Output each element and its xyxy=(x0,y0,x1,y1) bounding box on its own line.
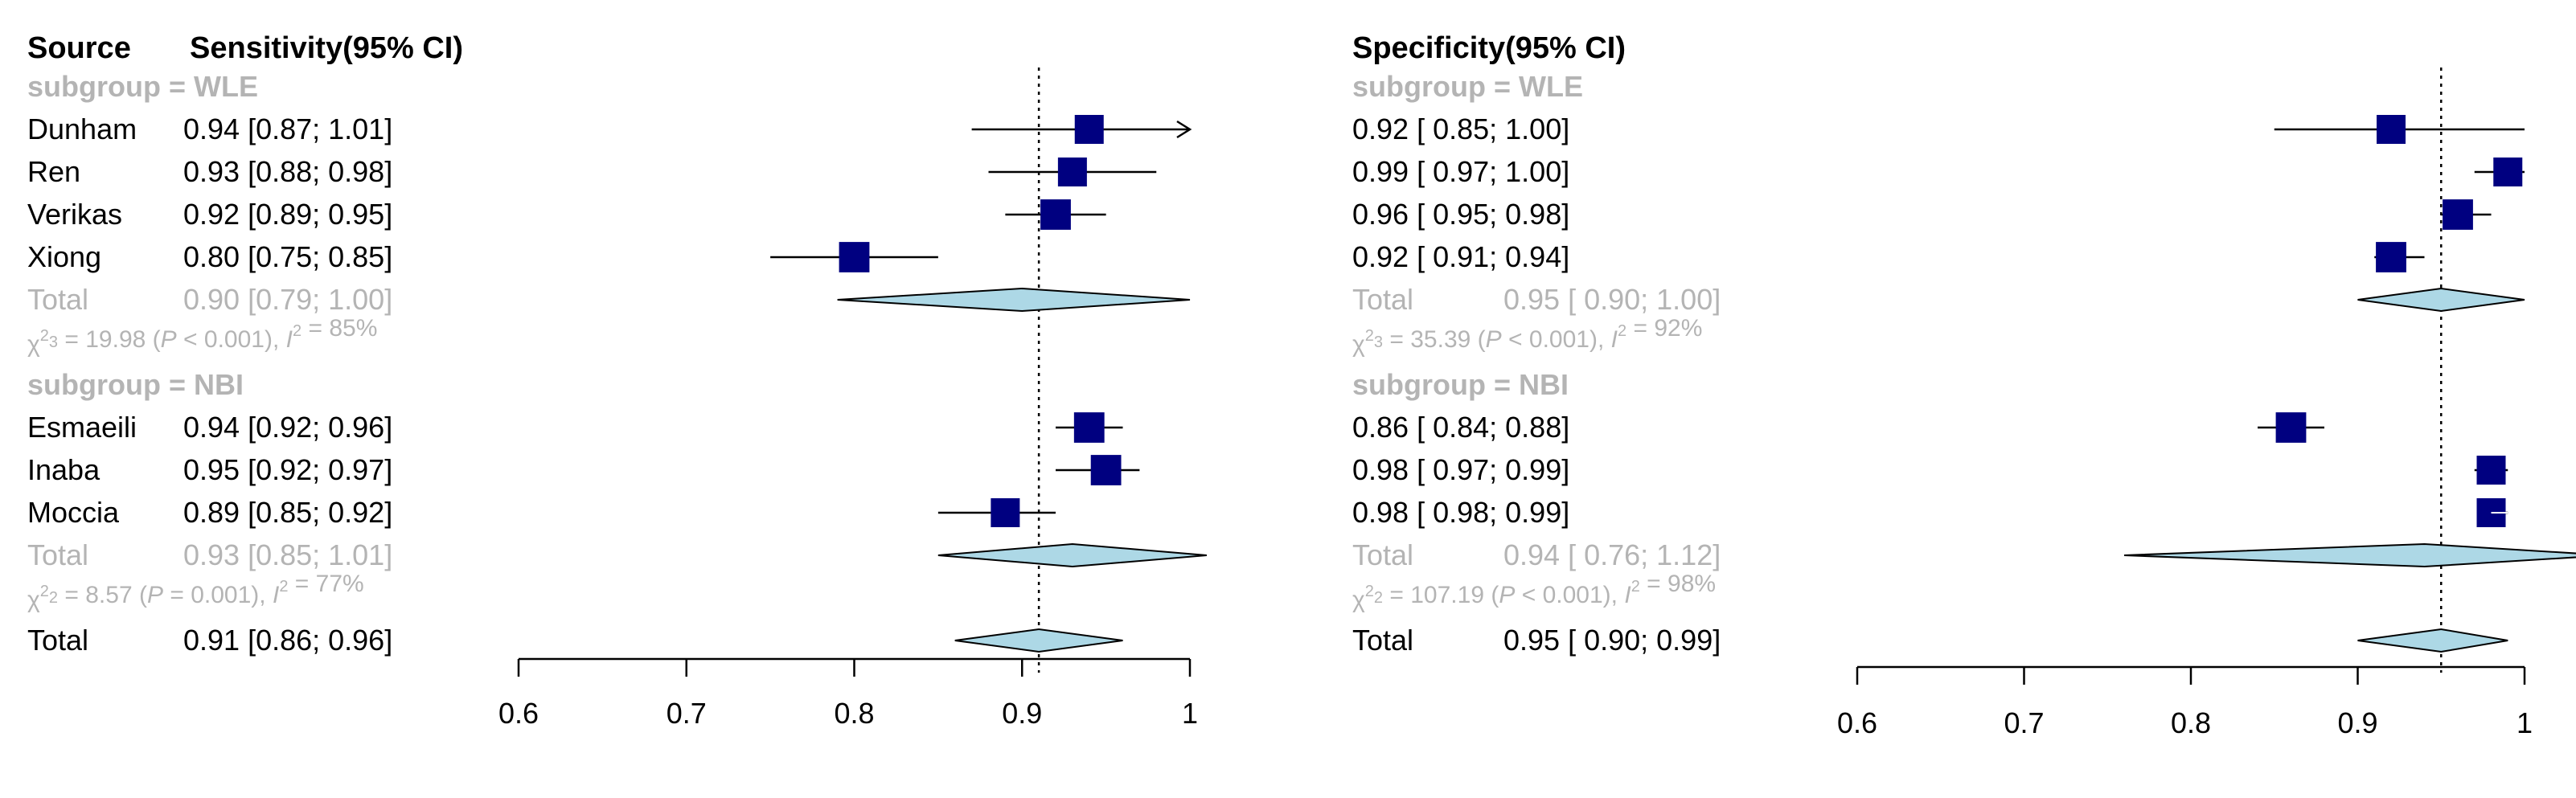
study-estimate-square xyxy=(2376,242,2406,272)
x-axis-tick-label: 1 xyxy=(1182,697,1198,730)
study-estimate-square xyxy=(2476,456,2506,485)
study-ci-text: 0.86 [ 0.84; 0.88] xyxy=(1352,411,1569,444)
overall-ci-text: 0.95 [ 0.90; 0.99] xyxy=(1503,624,1721,657)
x-axis-tick-label: 0.9 xyxy=(1002,697,1042,730)
source-column-header: Source xyxy=(27,31,131,65)
study-estimate-square xyxy=(1040,199,1071,230)
study-estimate-square xyxy=(2377,115,2406,144)
study-ci-text: 0.89 [0.85; 0.92] xyxy=(183,496,392,529)
subgroup-label: subgroup = NBI xyxy=(1352,368,1569,401)
study-ci-text: 0.94 [0.92; 0.96] xyxy=(183,411,392,444)
x-axis-tick-label: 0.7 xyxy=(667,697,707,730)
study-source: Esmaeili xyxy=(27,411,137,444)
study-ci-text: 0.92 [ 0.85; 1.00] xyxy=(1352,113,1569,145)
x-axis-tick-label: 0.8 xyxy=(834,697,874,730)
study-estimate-square xyxy=(1090,455,1122,485)
subtotal-ci-text: 0.94 [ 0.76; 1.12] xyxy=(1503,538,1721,571)
subtotal-diamond xyxy=(837,287,1191,313)
subtotal-diamond xyxy=(2357,287,2525,313)
study-estimate-square xyxy=(2493,158,2523,186)
heterogeneity-stat: χ22 = 107.19 (P < 0.001), I2 = 98% xyxy=(1352,571,1716,613)
study-estimate-square xyxy=(2275,412,2307,443)
subtotal-label: Total xyxy=(1352,538,1413,571)
overall-ci-text: 0.91 [0.86; 0.96] xyxy=(183,624,392,657)
study-ci-text: 0.95 [0.92; 0.97] xyxy=(183,453,392,486)
study-ci-text: 0.94 [0.87; 1.01] xyxy=(183,113,392,145)
subgroup-label: subgroup = WLE xyxy=(27,70,258,103)
subtotal-label: Total xyxy=(27,283,88,316)
subtotal-ci-text: 0.93 [0.85; 1.01] xyxy=(183,538,392,571)
heterogeneity-stat: χ23 = 19.98 (P < 0.001), I2 = 85% xyxy=(27,315,377,358)
overall-diamond xyxy=(2357,628,2508,653)
study-ci-text: 0.92 [0.89; 0.95] xyxy=(183,198,392,231)
sensitivity-forest-panel: Source Sensitivity(95% CI) subgroup = WLE D… xyxy=(27,31,1207,730)
study-ci-text: 0.93 [0.88; 0.98] xyxy=(183,155,392,188)
x-axis-tick-label: 0.6 xyxy=(498,697,539,730)
study-estimate-square xyxy=(839,242,870,272)
x-axis-tick-label: 1 xyxy=(2517,706,2533,739)
study-source: Xiong xyxy=(27,240,101,273)
study-source: Dunham xyxy=(27,113,137,145)
subtotal-diamond xyxy=(937,542,1207,568)
study-ci-text: 0.92 [ 0.91; 0.94] xyxy=(1352,240,1569,273)
x-axis-tick-label: 0.7 xyxy=(2004,706,2044,739)
study-ci-text: 0.96 [ 0.95; 0.98] xyxy=(1352,198,1569,231)
heterogeneity-stat: χ22 = 8.57 (P = 0.001), I2 = 77% xyxy=(27,571,364,613)
subtotal-label: Total xyxy=(1352,283,1413,316)
overall-diamond xyxy=(954,628,1123,653)
subtotal-ci-text: 0.95 [ 0.90; 1.00] xyxy=(1503,283,1721,316)
ci-arrow xyxy=(1176,120,1192,139)
study-source: Verikas xyxy=(27,198,122,231)
x-axis-tick-label: 0.8 xyxy=(2171,706,2211,739)
subtotal-diamond xyxy=(2123,542,2576,568)
study-ci-text: 0.98 [ 0.98; 0.99] xyxy=(1352,496,1569,529)
study-estimate-square xyxy=(2443,199,2473,230)
study-estimate-square xyxy=(1057,158,1087,186)
heterogeneity-stat: χ23 = 35.39 (P < 0.001), I2 = 92% xyxy=(1352,315,1702,358)
subgroup-label: subgroup = WLE xyxy=(1352,70,1583,103)
study-source: Moccia xyxy=(27,496,120,529)
ci-column-header: Specificity(95% CI) xyxy=(1352,31,1626,65)
overall-label: Total xyxy=(1352,624,1413,657)
study-source: Ren xyxy=(27,155,80,188)
study-estimate-square xyxy=(1074,115,1104,144)
study-ci-text: 0.80 [0.75; 0.85] xyxy=(183,240,392,273)
specificity-forest-panel: Specificity(95% CI) subgroup = WLE 0.92 [ … xyxy=(1352,31,2576,739)
subtotal-ci-text: 0.90 [0.79; 1.00] xyxy=(183,283,392,316)
x-axis-tick-label: 0.6 xyxy=(1837,706,1877,739)
study-ci-text: 0.99 [ 0.97; 1.00] xyxy=(1352,155,1569,188)
study-ci-text: 0.98 [ 0.97; 0.99] xyxy=(1352,453,1569,486)
subgroup-label: subgroup = NBI xyxy=(27,368,244,401)
study-source: Inaba xyxy=(27,453,100,486)
subtotal-label: Total xyxy=(27,538,88,571)
overall-label: Total xyxy=(27,624,88,657)
x-axis-tick-label: 0.9 xyxy=(2337,706,2377,739)
ci-column-header: Sensitivity(95% CI) xyxy=(190,31,463,65)
study-estimate-square xyxy=(991,498,1020,527)
study-estimate-square xyxy=(1073,412,1105,443)
